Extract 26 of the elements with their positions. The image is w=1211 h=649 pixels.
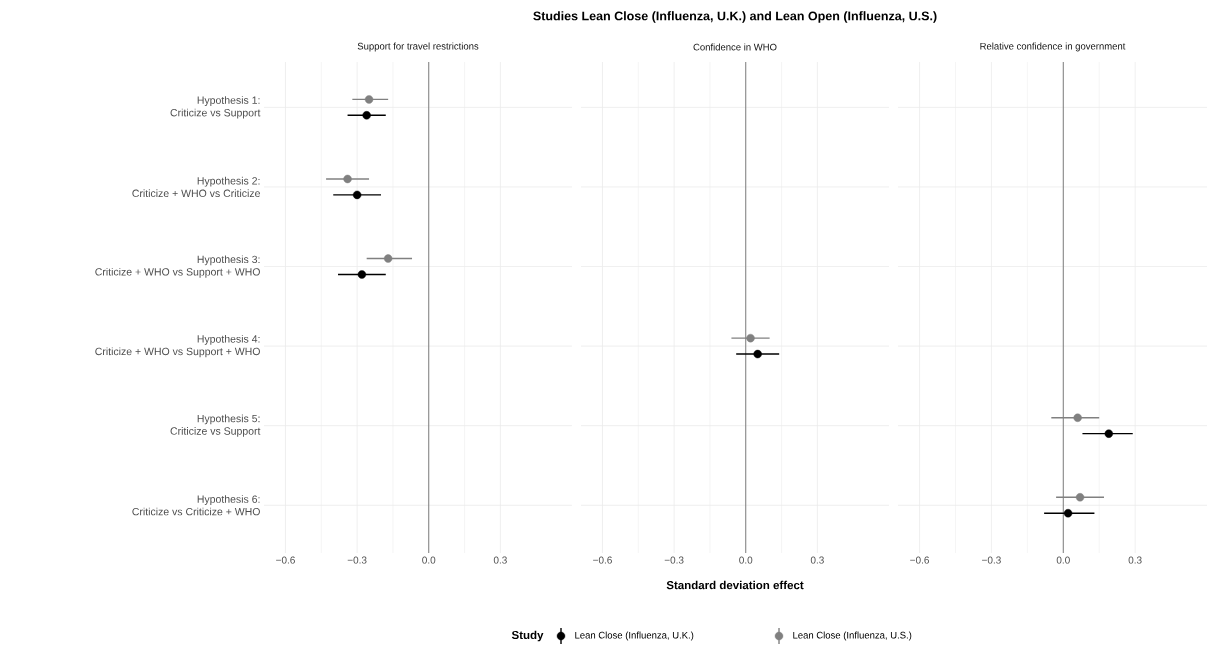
- x-tick-label: 0.0: [422, 556, 436, 564]
- x-tick-label: −0.6: [593, 556, 612, 564]
- y-tick-label: Hypothesis 1: Criticize vs Support: [170, 96, 261, 119]
- x-tick-label: −0.6: [276, 556, 295, 564]
- x-tick-label: −0.6: [910, 556, 929, 564]
- x-tick-label: 0.3: [493, 556, 507, 564]
- x-tick-label: 0.0: [1056, 556, 1070, 564]
- y-tick-label: Hypothesis 6: Criticize vs Criticize + WHO: [132, 495, 260, 516]
- x-tick-label: −0.3: [347, 556, 367, 564]
- y-tick-label: Hypothesis 4: Criticize + WHO vs Support + WHO: [95, 334, 260, 358]
- chart-subtitle: Support for travel restrictions: [357, 42, 479, 52]
- chart-title: Studies Lean Close (Influenza, U.K.) and Lean Open (Influenza, U.S.): [533, 11, 937, 23]
- chart-subtitle: Confidence in WHO: [693, 43, 777, 51]
- x-tick-label: −0.3: [982, 556, 1001, 564]
- legend-title: Study: [511, 630, 544, 642]
- y-tick-label: Hypothesis 2: Criticize + WHO vs Criticize: [132, 176, 260, 198]
- x-tick-label: 0.3: [810, 556, 824, 564]
- x-tick-label: 0.3: [1128, 556, 1142, 564]
- x-axis-title: Standard deviation effect: [666, 580, 804, 590]
- y-tick-label: Hypothesis 5: Criticize vs Support: [170, 414, 261, 437]
- x-tick-label: −0.3: [664, 556, 684, 564]
- legend-label: Lean Close (Influenza, U.S.): [793, 631, 912, 641]
- chart-subtitle: Relative confidence in government: [980, 42, 1126, 52]
- y-tick-label: Hypothesis 3: Criticize + WHO vs Support + WHO: [95, 255, 260, 278]
- legend-label: Lean Close (Influenza, U.K.): [575, 631, 694, 641]
- x-tick-label: 0.0: [739, 556, 753, 564]
